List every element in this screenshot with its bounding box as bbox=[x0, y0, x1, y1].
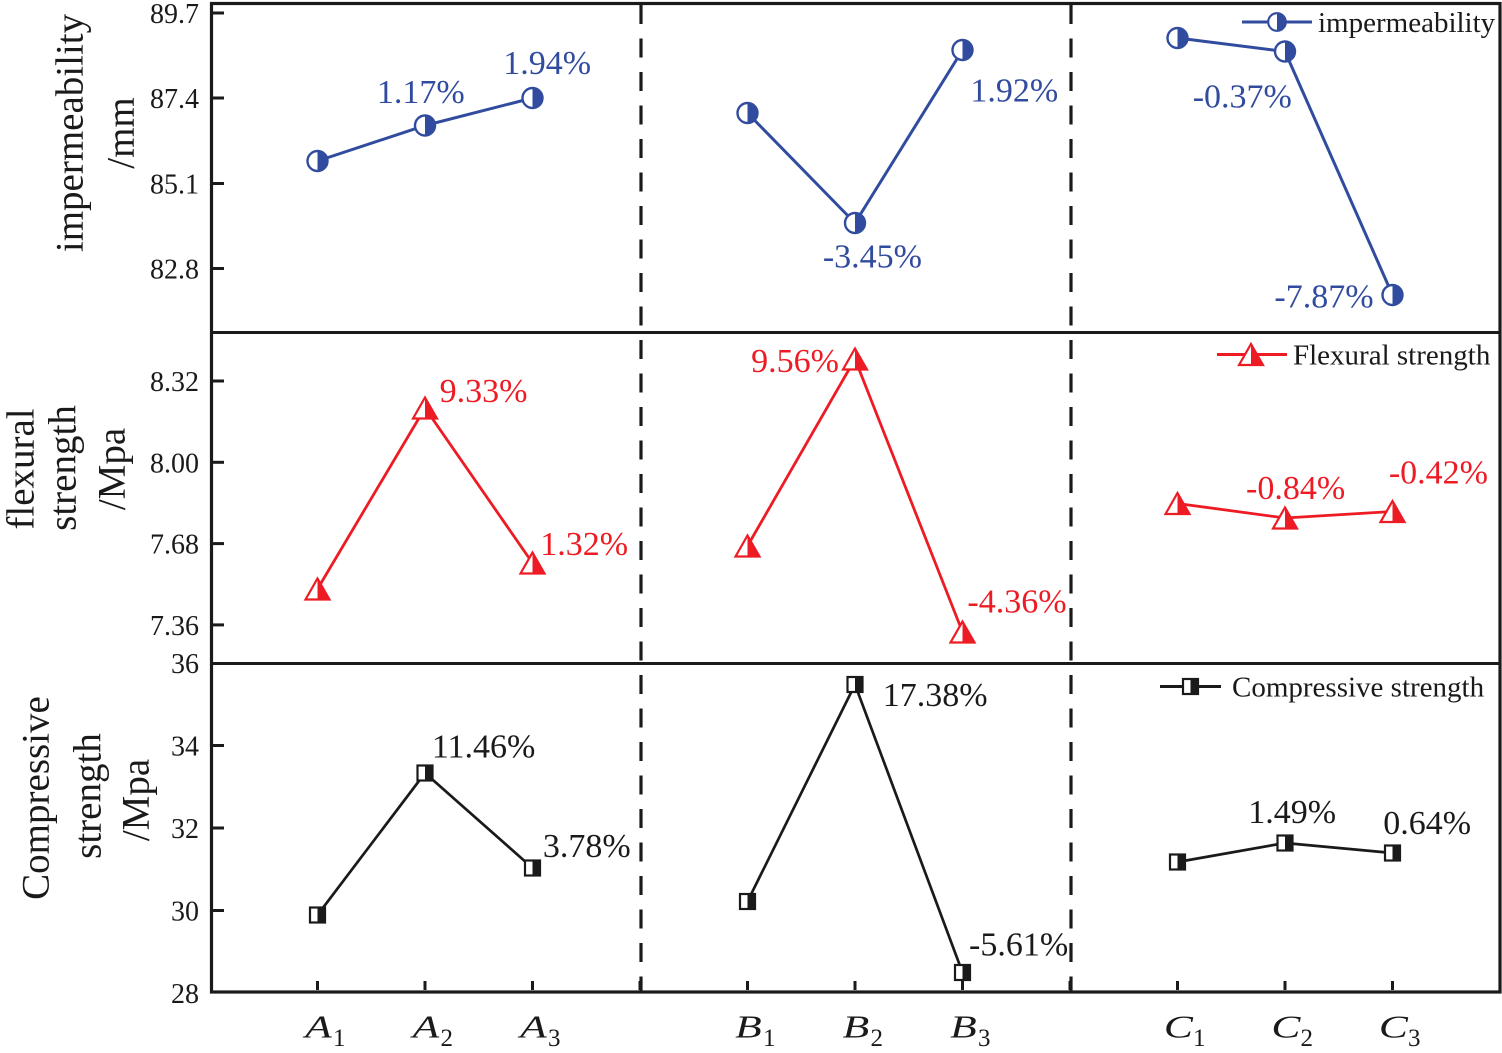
svg-text:C: C bbox=[1271, 1010, 1301, 1045]
svg-text:1.17%: 1.17% bbox=[377, 74, 465, 111]
svg-text:B: B bbox=[843, 1010, 870, 1045]
svg-text:7.68: 7.68 bbox=[150, 530, 199, 561]
svg-text:7.36: 7.36 bbox=[150, 611, 199, 642]
svg-text:/Mpa: /Mpa bbox=[91, 428, 134, 510]
svg-text:36: 36 bbox=[171, 649, 199, 680]
svg-text:1: 1 bbox=[333, 1025, 346, 1052]
svg-text:-3.45%: -3.45% bbox=[823, 238, 922, 275]
svg-text:30: 30 bbox=[171, 897, 199, 928]
svg-text:/mm: /mm bbox=[100, 97, 143, 169]
svg-text:-0.84%: -0.84% bbox=[1246, 470, 1345, 507]
svg-text:strength: strength bbox=[67, 733, 110, 859]
svg-text:9.56%: 9.56% bbox=[751, 343, 839, 380]
svg-text:2: 2 bbox=[441, 1025, 454, 1052]
svg-text:B: B bbox=[735, 1010, 762, 1045]
svg-text:3: 3 bbox=[1408, 1025, 1421, 1052]
svg-text:3.78%: 3.78% bbox=[543, 828, 631, 865]
svg-text:flexural: flexural bbox=[0, 408, 43, 529]
svg-text:strength: strength bbox=[42, 405, 85, 531]
svg-text:17.38%: 17.38% bbox=[883, 677, 988, 714]
svg-text:-7.87%: -7.87% bbox=[1274, 279, 1373, 316]
svg-text:1.92%: 1.92% bbox=[970, 72, 1058, 109]
svg-text:-5.61%: -5.61% bbox=[969, 926, 1068, 963]
svg-text:Compressive strength: Compressive strength bbox=[1232, 672, 1485, 704]
svg-text:impermeability: impermeability bbox=[49, 13, 92, 252]
svg-text:C: C bbox=[1164, 1010, 1194, 1045]
svg-text:B: B bbox=[950, 1010, 977, 1045]
svg-text:11.46%: 11.46% bbox=[432, 728, 536, 765]
svg-text:89.7: 89.7 bbox=[150, 0, 199, 30]
svg-text:32: 32 bbox=[171, 814, 199, 845]
svg-text:/Mpa: /Mpa bbox=[115, 759, 158, 841]
svg-text:1: 1 bbox=[1193, 1025, 1206, 1052]
svg-text:-4.36%: -4.36% bbox=[967, 584, 1066, 621]
svg-text:Flexural strength: Flexural strength bbox=[1293, 340, 1491, 372]
svg-text:8.32: 8.32 bbox=[150, 367, 199, 398]
svg-text:A: A bbox=[302, 1010, 333, 1045]
svg-text:A: A bbox=[517, 1010, 548, 1045]
svg-text:1: 1 bbox=[763, 1025, 776, 1052]
svg-text:87.4: 87.4 bbox=[150, 84, 199, 115]
svg-text:1.49%: 1.49% bbox=[1248, 794, 1336, 831]
svg-text:0.64%: 0.64% bbox=[1383, 805, 1471, 842]
svg-text:85.1: 85.1 bbox=[150, 170, 199, 201]
svg-text:2: 2 bbox=[1301, 1025, 1314, 1052]
svg-text:Compressive: Compressive bbox=[15, 696, 58, 900]
svg-text:3: 3 bbox=[548, 1025, 561, 1052]
svg-text:1.32%: 1.32% bbox=[540, 526, 628, 563]
svg-text:2: 2 bbox=[871, 1025, 884, 1052]
svg-text:impermeability: impermeability bbox=[1318, 7, 1496, 39]
svg-text:A: A bbox=[409, 1010, 440, 1045]
svg-text:34: 34 bbox=[171, 732, 199, 763]
svg-text:-0.42%: -0.42% bbox=[1389, 455, 1488, 492]
svg-text:82.8: 82.8 bbox=[150, 255, 199, 286]
svg-text:9.33%: 9.33% bbox=[440, 373, 528, 410]
svg-text:1.94%: 1.94% bbox=[503, 45, 591, 82]
svg-text:-0.37%: -0.37% bbox=[1193, 78, 1292, 115]
svg-text:8.00: 8.00 bbox=[150, 448, 199, 479]
svg-text:C: C bbox=[1379, 1010, 1409, 1045]
svg-text:28: 28 bbox=[171, 979, 199, 1010]
svg-text:3: 3 bbox=[978, 1025, 991, 1052]
